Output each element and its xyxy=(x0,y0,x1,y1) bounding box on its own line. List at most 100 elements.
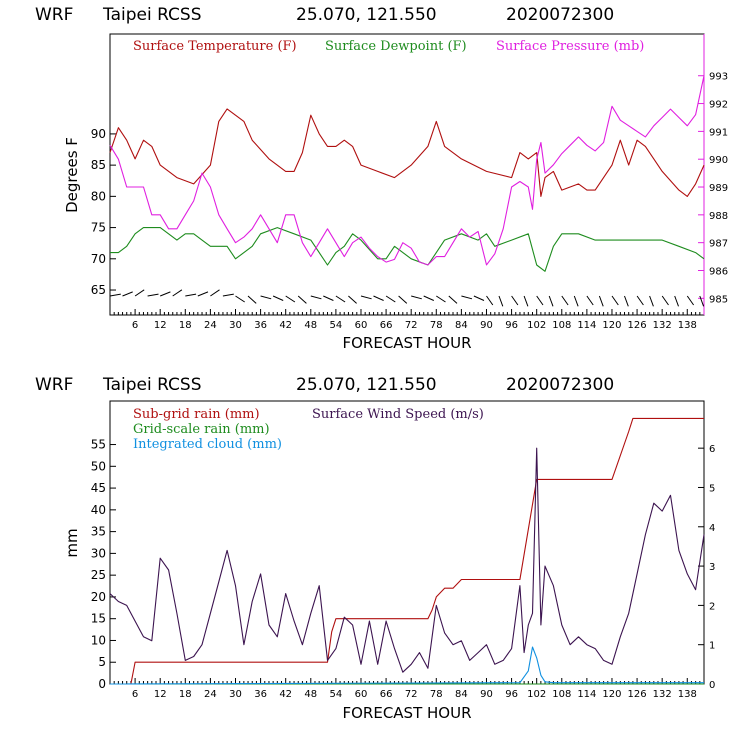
wind-barb xyxy=(498,295,504,307)
top-xtick-label: 90 xyxy=(480,320,493,331)
top-xtick-label: 24 xyxy=(204,320,217,331)
top-xtick-label: 54 xyxy=(330,320,343,331)
bot-ytick-label: 55 xyxy=(91,438,106,452)
wind-barb xyxy=(373,295,384,301)
bot-xtick-label: 60 xyxy=(355,689,368,700)
bot-y2tick-label: 2 xyxy=(709,601,715,612)
top-xtick-label: 30 xyxy=(229,320,242,331)
bot-xtick-label: 12 xyxy=(154,689,167,700)
top-header-station: Taipei RCSS xyxy=(102,5,202,25)
bot-xtick-label: 36 xyxy=(254,689,267,700)
top-plot-frame xyxy=(109,33,705,316)
bot-y2tick-label: 3 xyxy=(709,562,715,573)
wind-barb xyxy=(109,293,121,297)
top-ytick-label: 90 xyxy=(91,127,106,141)
wind-barb xyxy=(624,295,629,307)
bottom-x-axis-label: FORECAST HOUR xyxy=(342,704,471,722)
wind-barb xyxy=(448,295,458,304)
top-header-coords: 25.070, 121.550 xyxy=(296,5,437,25)
wind-barb xyxy=(473,295,485,301)
bot-ytick-label: 20 xyxy=(91,590,106,604)
wind-barbs-row xyxy=(109,289,705,307)
bot-xtick-label: 66 xyxy=(380,689,393,700)
wind-barb xyxy=(649,295,654,307)
wind-barb xyxy=(486,295,494,306)
bot-xtick-label: 72 xyxy=(405,689,418,700)
top-series-surface-dewpoint-f xyxy=(110,227,705,272)
bot-y2tick-label: 6 xyxy=(709,444,715,455)
bot-xtick-label: 24 xyxy=(204,689,217,700)
bot-series-integrated-cloud-mm xyxy=(109,646,704,685)
top-xtick-label: 138 xyxy=(678,320,697,331)
legend-surface-pressure: Surface Pressure (mb) xyxy=(496,39,644,54)
bot-xtick-label: 30 xyxy=(229,689,242,700)
top-xtick-label: 42 xyxy=(279,320,292,331)
top-y2tick-label: 985 xyxy=(709,294,728,305)
wind-barb xyxy=(548,295,554,307)
top-xtick-label: 48 xyxy=(304,320,317,331)
bottom-y2-ticks: 0 1 2 3 4 5 6 xyxy=(698,444,715,691)
wind-barb xyxy=(222,293,234,297)
bot-y2tick-label: 1 xyxy=(709,641,715,652)
top-ytick-label: 85 xyxy=(91,158,106,172)
wind-barb xyxy=(122,291,133,297)
bottom-header-model: WRF xyxy=(35,375,73,395)
top-xtick-label: 18 xyxy=(179,320,192,331)
bottom-panel: WRF Taipei RCSS 25.070, 121.550 20200723… xyxy=(35,375,715,722)
top-panel: WRF Taipei RCSS 25.070, 121.550 20200723… xyxy=(35,5,728,352)
top-y2tick-label: 989 xyxy=(709,183,728,194)
bottom-header-coords: 25.070, 121.550 xyxy=(296,375,437,395)
top-ytick-label: 75 xyxy=(91,221,106,235)
bot-ytick-label: 30 xyxy=(91,546,106,560)
top-y2tick-label: 986 xyxy=(709,266,728,277)
wind-barb xyxy=(272,295,284,301)
bot-ytick-label: 0 xyxy=(98,677,106,691)
top-xtick-label: 72 xyxy=(405,320,418,331)
top-y2tick-label: 992 xyxy=(709,100,728,111)
bottom-header-init: 2020072300 xyxy=(506,375,614,395)
top-y2tick-label: 987 xyxy=(709,239,728,250)
bot-xtick-label: 96 xyxy=(505,689,518,700)
top-xtick-label: 132 xyxy=(653,320,672,331)
top-y-axis-label: Degrees F xyxy=(63,137,81,213)
bot-y2tick-label: 0 xyxy=(709,680,715,691)
bot-series-sub-grid-rain-mm xyxy=(110,417,704,685)
bot-xtick-label: 18 xyxy=(179,689,192,700)
wind-barb xyxy=(348,295,357,304)
wind-barb xyxy=(335,295,346,303)
top-y2tick-label: 990 xyxy=(709,155,728,166)
top-xtick-label: 114 xyxy=(577,320,596,331)
bottom-x-ticks: 6 12 18 24 30 36 42 48 54 60 66 72 78 84 90 96 102 108 114… xyxy=(113,678,701,700)
wind-barb xyxy=(611,295,619,306)
bot-xtick-label: 54 xyxy=(330,689,343,700)
top-xtick-label: 126 xyxy=(628,320,647,331)
bot-ytick-label: 50 xyxy=(91,459,106,473)
bot-xtick-label: 108 xyxy=(552,689,571,700)
wind-barb xyxy=(185,293,197,297)
top-xtick-label: 108 xyxy=(552,320,571,331)
wind-barb xyxy=(461,295,473,300)
bot-xtick-label: 6 xyxy=(132,689,138,700)
top-xtick-label: 6 xyxy=(132,320,138,331)
bot-ytick-label: 25 xyxy=(91,568,106,582)
wind-barb xyxy=(636,295,644,306)
top-xtick-label: 102 xyxy=(527,320,546,331)
top-series xyxy=(109,75,705,272)
bot-ytick-label: 15 xyxy=(91,612,106,626)
wind-barb xyxy=(260,295,272,300)
bot-xtick-label: 102 xyxy=(527,689,546,700)
bot-ytick-label: 45 xyxy=(91,481,106,495)
bot-series-surface-wind-speed-m-s xyxy=(109,447,705,673)
legend-integrated-cloud: Integrated cloud (mm) xyxy=(133,437,282,452)
wind-barb xyxy=(297,295,307,304)
top-y2tick-label: 988 xyxy=(709,211,728,222)
bot-xtick-label: 84 xyxy=(455,689,468,700)
wind-barb xyxy=(247,295,257,304)
wind-barb xyxy=(674,295,679,307)
wind-barb xyxy=(686,295,695,306)
bottom-header-station: Taipei RCSS xyxy=(102,375,202,395)
bot-ytick-label: 5 xyxy=(98,655,106,669)
wind-barb xyxy=(536,295,544,306)
wind-barb xyxy=(511,295,519,306)
